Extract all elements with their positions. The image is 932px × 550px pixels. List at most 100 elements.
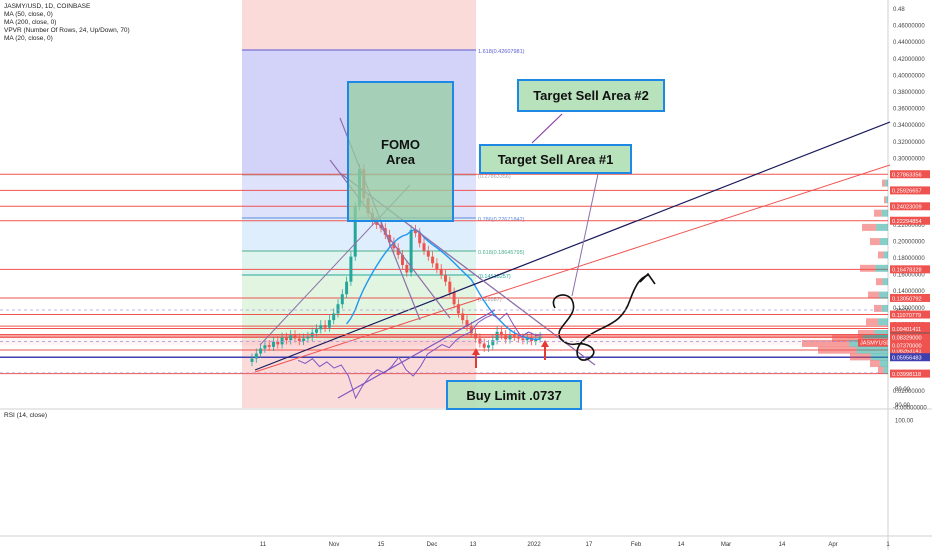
vpvr-bar-down [818, 346, 857, 354]
candle-up [345, 281, 349, 295]
candle-down [284, 337, 288, 341]
candle-up [263, 345, 267, 349]
price-tick-label: 0.40000000 [893, 73, 925, 79]
time-tick-label: Mar [721, 542, 731, 548]
price-label-box [890, 324, 930, 333]
vpvr-bar-up [874, 329, 888, 337]
buy-limit-callout: Buy Limit .0737 [446, 380, 582, 410]
vpvr-bar-down [870, 238, 880, 246]
legend-ma50: MA (50, close, 0) [4, 11, 53, 18]
vpvr-bar-up [856, 346, 888, 354]
time-tick-label: Feb [631, 542, 642, 548]
time-tick-label: 17 [586, 542, 593, 548]
price-label-text: 0.27863356 [892, 173, 922, 179]
candle-up [302, 338, 306, 342]
vpvr-bar-up [870, 353, 888, 361]
candle-down [431, 256, 435, 264]
candle-down [375, 221, 379, 225]
price-tick-label: 0.22000000 [893, 223, 925, 229]
time-tick-label: Apr [828, 542, 837, 548]
vpvr-bar-down [858, 329, 875, 337]
arrow-up-head [541, 340, 549, 347]
price-label-box [890, 369, 930, 378]
rsi-tick-label: 80.00 [895, 387, 911, 393]
candle-down [276, 341, 280, 345]
candle-down [401, 254, 404, 265]
candle-down [405, 264, 409, 273]
vpvr-bar-up [883, 366, 888, 374]
vpvr-bar-up [879, 360, 888, 368]
candle-down [474, 333, 478, 339]
candle-down [413, 229, 417, 234]
price-label-text: 0.13050792 [892, 296, 922, 302]
vpvr-bar-up [885, 179, 888, 187]
candle-up [272, 341, 275, 347]
candle-down [461, 313, 465, 321]
price-label-text: 0.08263141 [892, 348, 922, 354]
trendline-red [254, 164, 891, 373]
candle-down [504, 335, 508, 340]
candle-up [538, 336, 542, 339]
price-label-box [890, 310, 930, 319]
vpvr-bar-down [850, 353, 871, 361]
vpvr-bar-up [881, 304, 888, 312]
candle-down [482, 343, 486, 348]
candle-down [444, 275, 447, 282]
price-label-box [890, 202, 930, 211]
price-label-text: 0.16478328 [892, 268, 922, 274]
candle-up [280, 337, 284, 345]
price-label-box [890, 345, 930, 354]
vpvr-bar-up [875, 264, 888, 272]
candle-down [469, 326, 473, 334]
price-label-text: 0.24023009 [892, 205, 922, 211]
price-tick-label: 0.34000000 [893, 123, 925, 129]
fib-zone [242, 275, 476, 340]
vpvr-bar-down [884, 196, 887, 204]
candle-up [495, 331, 499, 341]
symbol-tag-box [858, 338, 888, 347]
vpvr-bar-down [832, 334, 863, 342]
fomo-callout: FOMO Area [347, 81, 454, 222]
fib-label: (0.12087) [478, 297, 502, 303]
legend-vpvr: VPVR (Number Of Rows, 24, Up/Down, 70) [4, 27, 130, 34]
vpvr-bar-down [860, 264, 876, 272]
candle-up [487, 345, 490, 348]
price-label-box [890, 186, 930, 195]
time-tick-label: 11 [260, 542, 267, 548]
fib-zone [242, 0, 476, 50]
price-label-text: 0.03998118 [892, 372, 921, 378]
candle-down [439, 269, 443, 276]
fib-zone [242, 218, 476, 251]
price-tick-label: 0.12000000 [893, 306, 925, 312]
candle-up [319, 325, 323, 330]
price-tick-label: 0.18000000 [893, 256, 925, 262]
candle-up [289, 335, 293, 341]
rsi-line [297, 312, 543, 400]
candle-down [452, 292, 456, 305]
candle-up [336, 304, 340, 314]
rsi-tick-label: 90.00 [895, 403, 911, 409]
price-tick-label: 0.38000000 [893, 90, 925, 96]
target-sell-2-callout: Target Sell Area #2 [517, 79, 665, 112]
price-tick-label: 0.14000000 [893, 289, 925, 295]
candle-down [418, 233, 422, 244]
candle-down [499, 331, 503, 336]
candle-up [525, 337, 529, 341]
candle-down [422, 243, 426, 251]
candle-down [297, 338, 301, 342]
price-label-box [890, 341, 930, 350]
price-tick-label: 0.32000000 [893, 140, 925, 146]
price-label-box [890, 170, 930, 179]
legend-ma20: MA (20, close, 0) [4, 35, 53, 42]
vpvr-bar-up [886, 196, 888, 204]
rsi-legend: RSI (14, close) [4, 412, 47, 419]
fib-label: 0.618(0.18645795) [478, 250, 525, 256]
candle-up [409, 229, 413, 273]
callout-pointer-1 [571, 173, 599, 297]
time-tick-label: 15 [378, 542, 385, 548]
legend-ma200: MA (200, close, 0) [4, 19, 57, 26]
fib-label: 0.786(0.22671842) [478, 217, 525, 223]
price-tick-label: 0.46000000 [893, 24, 925, 30]
price-label-text: 0.25926657 [892, 189, 922, 195]
